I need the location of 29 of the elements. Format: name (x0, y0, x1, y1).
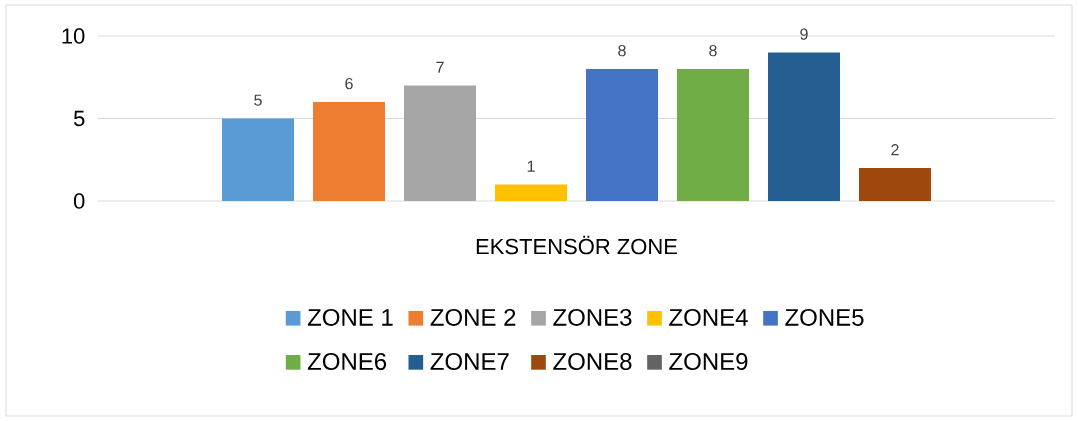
data-label: 9 (800, 28, 808, 40)
legend-label: ZONE 2 (430, 308, 516, 326)
data-label: 2 (891, 144, 899, 156)
y-tick-label: 5 (73, 110, 85, 127)
legend-label: ZONE9 (669, 352, 748, 370)
legend-label: ZONE 1 (307, 308, 393, 326)
data-label: 8 (709, 44, 717, 57)
bar (495, 184, 567, 201)
legend-label: ZONE7 (430, 352, 509, 370)
legend-label: ZONE3 (553, 308, 632, 326)
data-label: 8 (618, 44, 626, 57)
bar (404, 85, 476, 201)
data-label: 1 (527, 160, 535, 172)
legend-label: ZONE5 (785, 308, 864, 326)
bar (677, 68, 749, 201)
bar (586, 68, 658, 201)
x-tick-label: EKSTENSÖR ZONE (476, 235, 677, 255)
data-label: 6 (345, 77, 353, 90)
legend-label: ZONE6 (307, 352, 387, 370)
y-tick-label: 0 (73, 193, 85, 209)
data-label: 7 (436, 61, 444, 73)
legend-label: ZONE8 (553, 352, 632, 370)
legend-label: ZONE4 (669, 308, 748, 326)
data-label: 5 (254, 94, 262, 106)
bar (858, 168, 931, 201)
bar (222, 118, 295, 201)
bar (313, 102, 386, 201)
y-tick-label: 10 (62, 28, 85, 44)
bar (768, 52, 840, 201)
